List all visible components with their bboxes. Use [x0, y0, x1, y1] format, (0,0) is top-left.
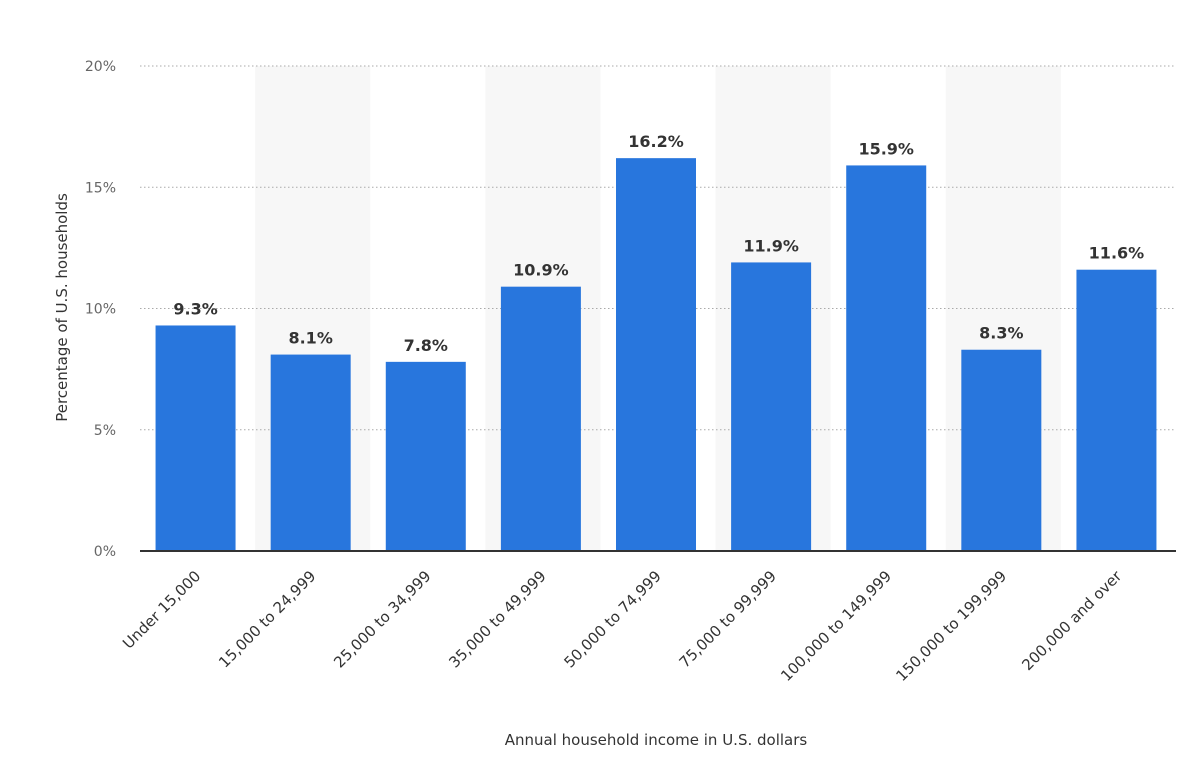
bar	[616, 158, 696, 551]
data-labels: 9.3% 8.1% 7.8% 10.9% 16.2% 11.9% 15.9% 8.3% 11.6…	[173, 132, 1144, 355]
data-label: 11.9%	[743, 236, 799, 255]
bar	[155, 325, 236, 551]
x-tick-label: 75,000 to 99,999	[676, 567, 780, 671]
y-tick-label: 10%	[85, 302, 116, 318]
bar	[385, 361, 466, 551]
data-label: 10.9%	[513, 261, 569, 280]
y-axis-ticks: 0% 5% 10% 15% 20%	[85, 59, 116, 560]
data-label: 15.9%	[858, 139, 914, 158]
bar	[731, 262, 812, 551]
data-label: 8.1%	[288, 329, 332, 348]
y-tick-label: 0%	[94, 544, 116, 560]
bars	[155, 158, 1157, 552]
x-tick-label: 25,000 to 34,999	[330, 567, 434, 671]
x-tick-label: 100,000 to 149,999	[777, 567, 895, 685]
x-tick-label: 15,000 to 24,999	[215, 567, 319, 671]
bar	[846, 165, 927, 552]
bar	[500, 286, 581, 551]
data-label: 16.2%	[628, 132, 684, 151]
y-tick-label: 5%	[94, 423, 116, 439]
y-tick-label: 20%	[85, 59, 116, 75]
data-label: 9.3%	[173, 299, 217, 318]
x-tick-label: 150,000 to 199,999	[892, 567, 1010, 685]
bar	[270, 354, 351, 551]
x-tick-label: 35,000 to 49,999	[445, 567, 549, 671]
x-axis-title: Annual household income in U.S. dollars	[505, 731, 808, 749]
bar	[1076, 269, 1157, 551]
x-axis-categories: Under 15,000 15,000 to 24,999 25,000 to 34…	[119, 567, 1126, 685]
x-tick-label: 200,000 and over	[1018, 567, 1126, 675]
bar	[961, 349, 1042, 551]
data-label: 8.3%	[979, 324, 1023, 343]
y-tick-label: 15%	[85, 180, 116, 196]
y-axis-title: Percentage of U.S. households	[53, 193, 71, 422]
x-tick-label: Under 15,000	[119, 567, 204, 652]
x-tick-label: 50,000 to 74,999	[560, 567, 664, 671]
data-label: 11.6%	[1089, 244, 1145, 263]
data-label: 7.8%	[404, 336, 448, 355]
